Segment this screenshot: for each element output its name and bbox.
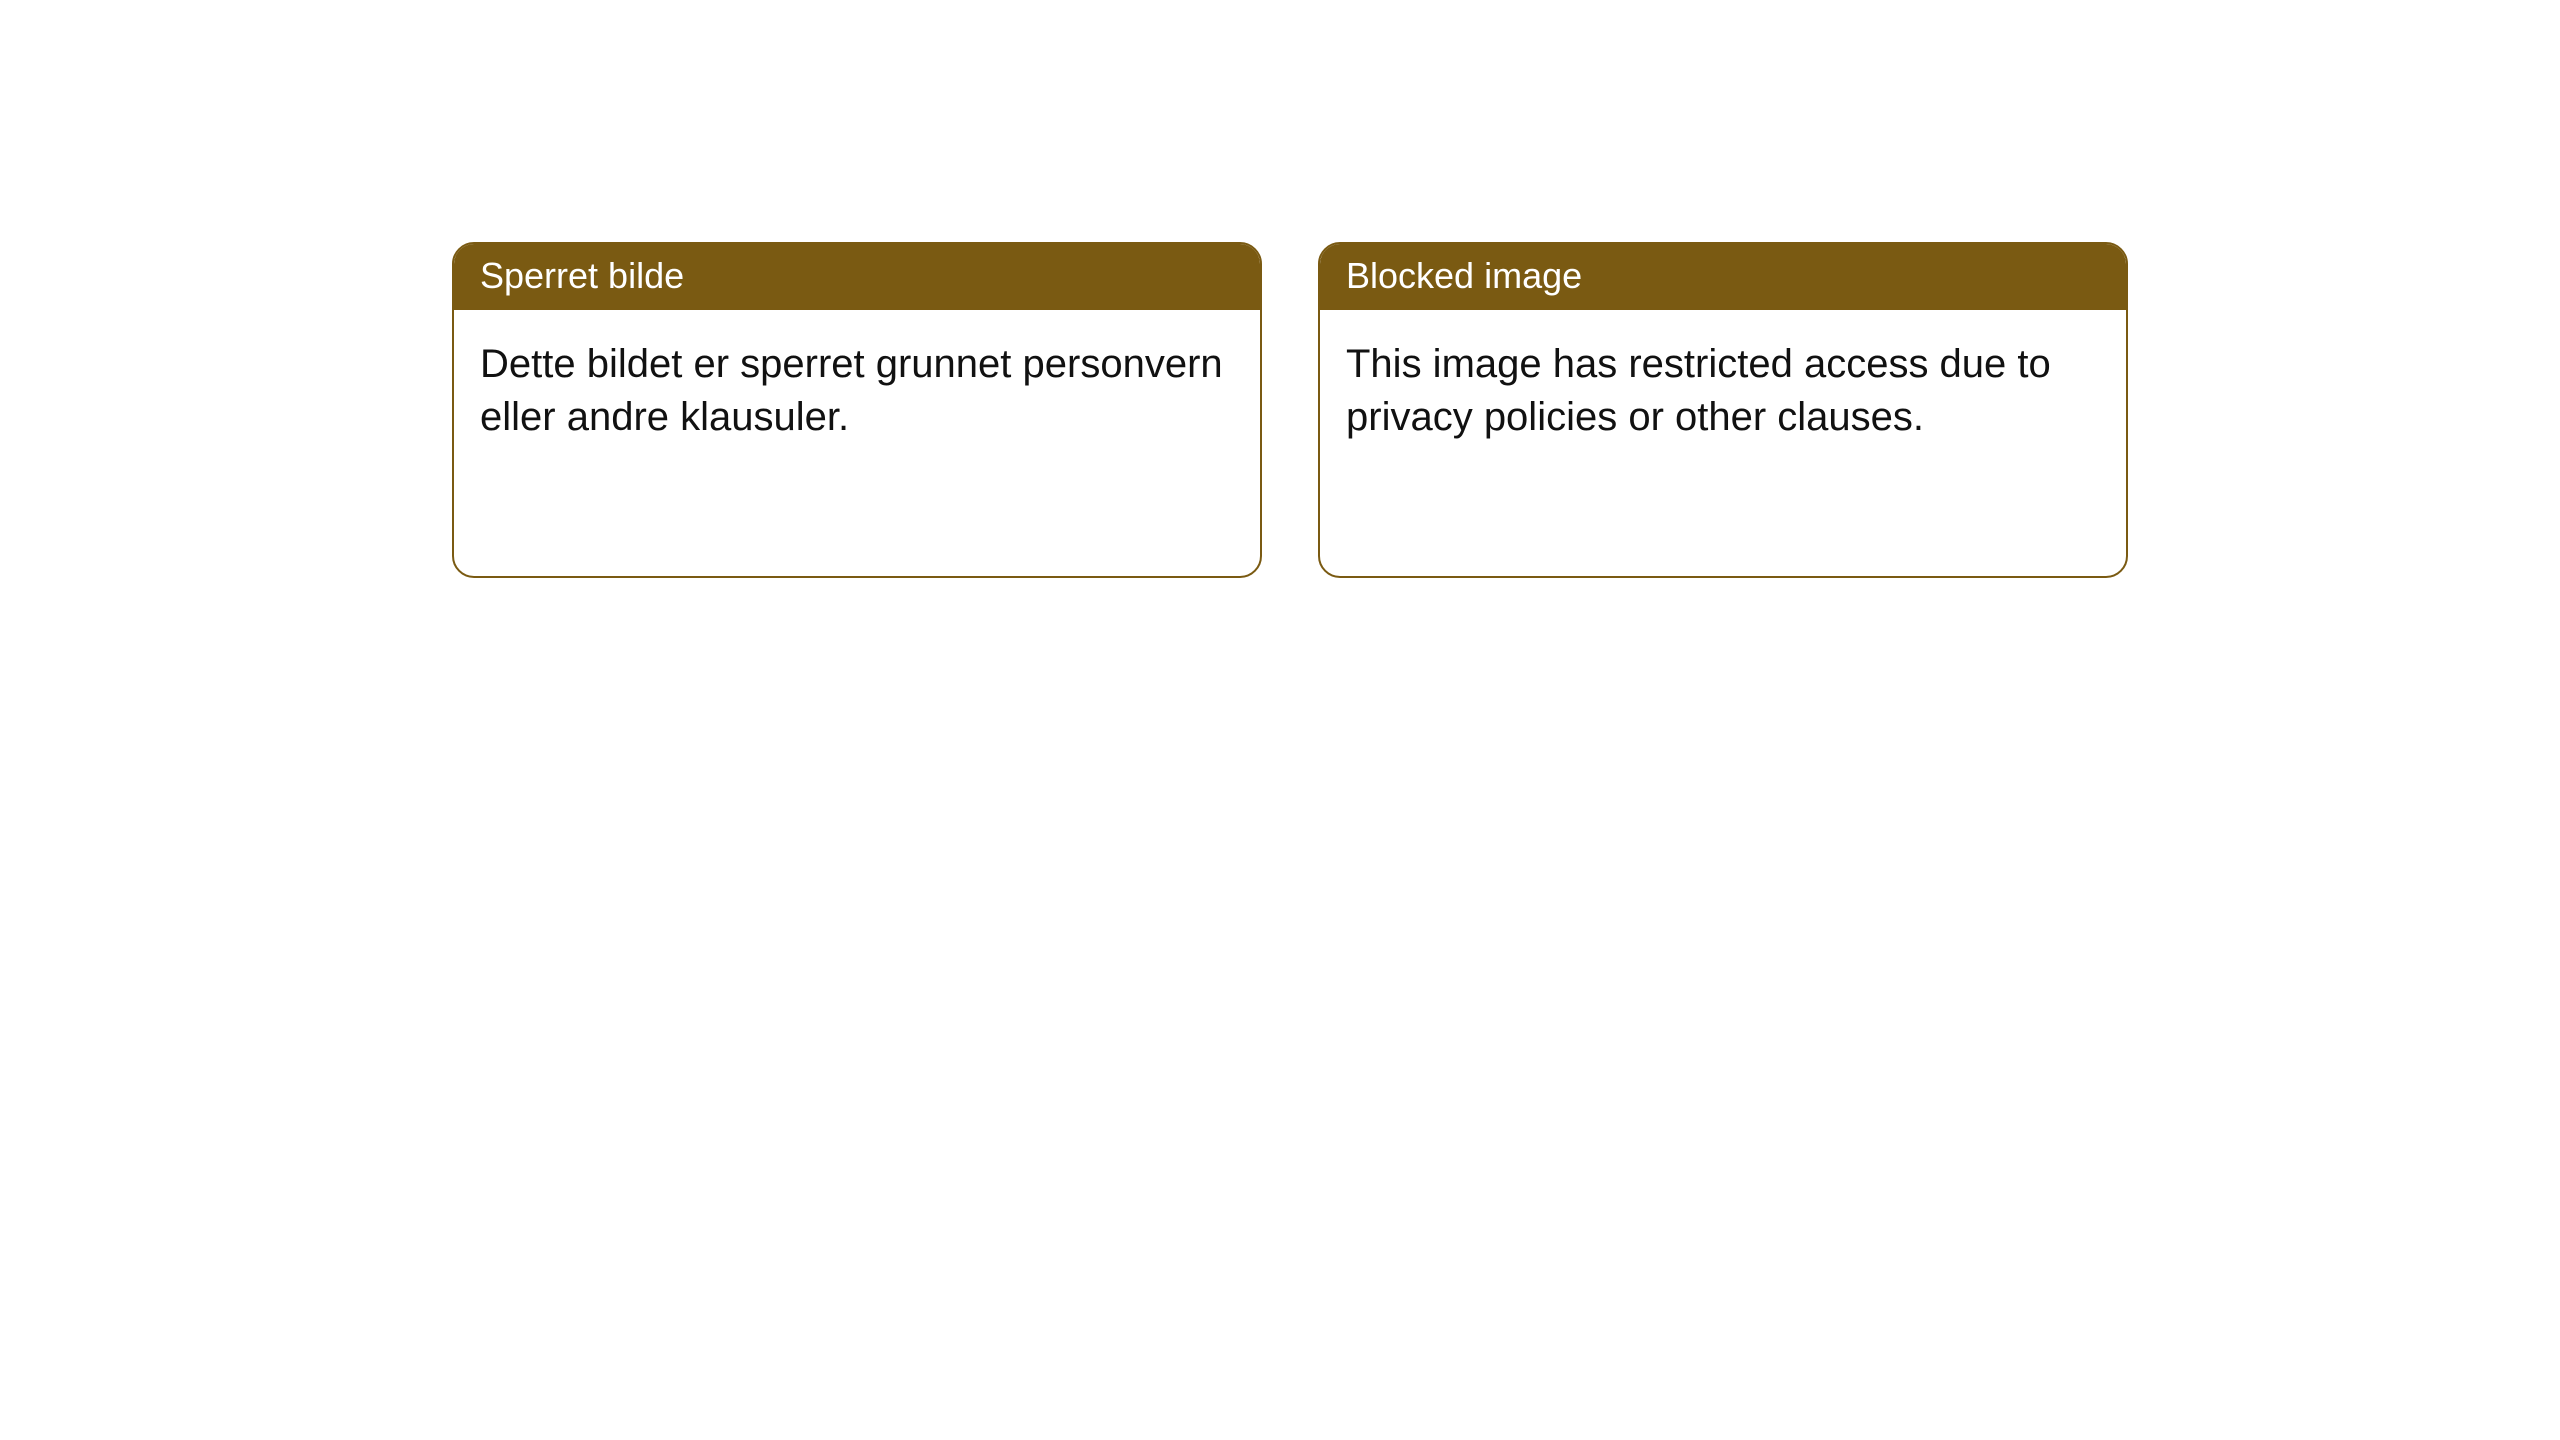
blocked-image-card-en: Blocked image This image has restricted … bbox=[1318, 242, 2128, 578]
blocked-image-card-no: Sperret bilde Dette bildet er sperret gr… bbox=[452, 242, 1262, 578]
card-title-en: Blocked image bbox=[1320, 244, 2126, 310]
notice-cards-container: Sperret bilde Dette bildet er sperret gr… bbox=[452, 242, 2128, 578]
card-title-no: Sperret bilde bbox=[454, 244, 1260, 310]
card-body-no: Dette bildet er sperret grunnet personve… bbox=[454, 310, 1260, 470]
card-body-en: This image has restricted access due to … bbox=[1320, 310, 2126, 470]
